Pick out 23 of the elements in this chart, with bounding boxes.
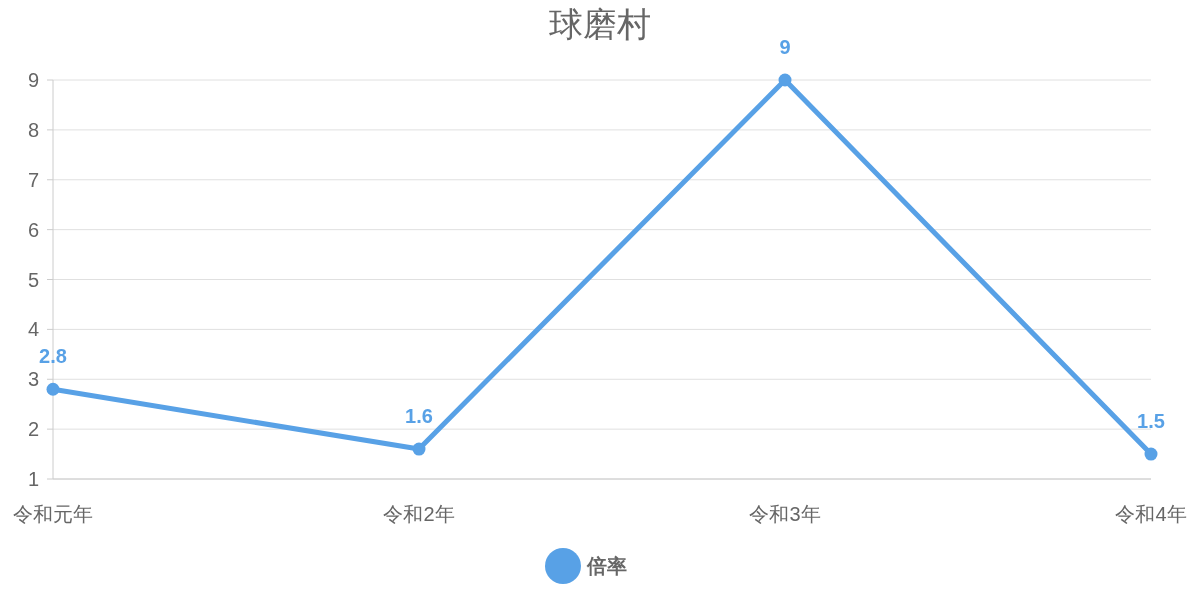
legend-label: 倍率	[586, 555, 627, 577]
point	[778, 73, 792, 87]
y-tick-label: 7	[27, 168, 39, 191]
x-tick-label: 令和元年	[13, 503, 93, 525]
point	[412, 442, 426, 456]
y-tick-label: 3	[27, 368, 39, 391]
y-tick-label: 1	[27, 468, 39, 490]
y-tick-label: 9	[27, 69, 39, 91]
y-tick-label: 6	[27, 218, 39, 241]
y-tick-label: 2	[27, 418, 39, 441]
x-tick-label: 令和4年	[1115, 503, 1187, 525]
y-tick-label: 5	[27, 268, 39, 291]
x-tick-label: 令和3年	[749, 503, 821, 525]
y-tick-label: 8	[27, 118, 39, 141]
y-tick-label: 4	[27, 318, 39, 341]
data-label: 9	[779, 36, 791, 58]
point	[1144, 447, 1158, 461]
point	[46, 382, 60, 396]
chart-title: 球磨村	[549, 5, 651, 43]
data-label: 1.6	[405, 405, 433, 428]
x-tick-label: 令和2年	[383, 503, 455, 525]
data-label: 2.8	[39, 345, 67, 368]
data-label: 1.5	[1137, 410, 1165, 433]
